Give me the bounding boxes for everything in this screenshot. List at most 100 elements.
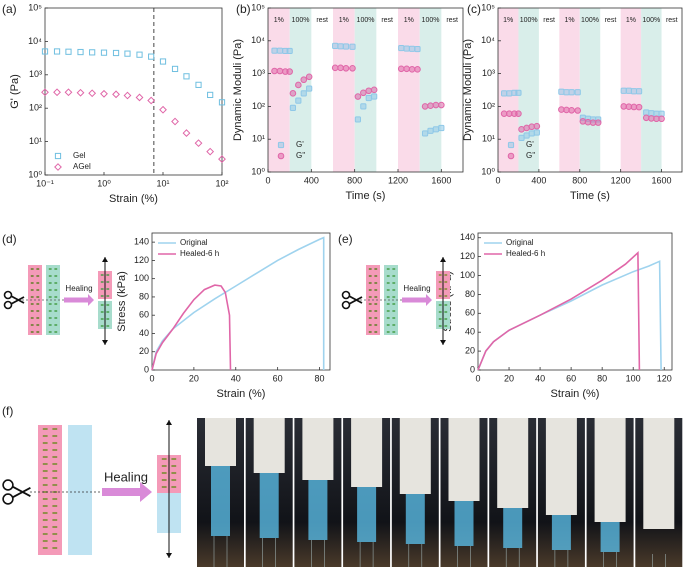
region-label: 100% <box>292 17 310 24</box>
clamp <box>253 418 285 473</box>
marker <box>620 87 627 94</box>
x-tick-label: 1200 <box>611 175 631 185</box>
marker <box>89 49 96 56</box>
x-tick-label: 400 <box>304 175 319 185</box>
x-tick-label: 0 <box>265 175 270 185</box>
marker <box>501 90 508 97</box>
y-tick-label: 10⁴ <box>251 35 265 45</box>
marker <box>365 87 373 95</box>
marker <box>635 88 643 95</box>
x-tick-label: 0 <box>149 373 154 383</box>
scissors <box>341 290 351 300</box>
y-tick-label: 10⁰ <box>251 166 265 176</box>
panel-label: (a) <box>2 2 17 16</box>
y-tick-label: 60 <box>465 308 475 318</box>
marker <box>370 86 378 94</box>
marker <box>295 81 302 89</box>
marker <box>438 124 445 132</box>
marker <box>289 104 297 112</box>
plot-frame <box>477 232 673 371</box>
legend-label: Original <box>180 238 208 247</box>
marker <box>414 45 421 53</box>
gel-strip <box>384 265 398 335</box>
legend-swatch <box>54 163 62 171</box>
marker <box>41 48 49 55</box>
marker <box>147 96 156 105</box>
schematic-label: Healing <box>65 284 92 293</box>
marker <box>183 73 190 80</box>
x-tick-label: 0 <box>495 175 500 185</box>
marker <box>136 51 143 58</box>
marker <box>354 93 362 100</box>
marker <box>218 99 226 106</box>
marker <box>533 122 541 130</box>
y-tick-label: 10² <box>29 103 42 113</box>
marker <box>658 115 665 123</box>
scissors <box>2 479 14 491</box>
y-tick-label: 10⁵ <box>251 2 265 12</box>
y-tick-label: 10¹ <box>482 134 495 144</box>
scissors <box>3 290 13 300</box>
marker <box>354 116 362 123</box>
line <box>151 236 325 371</box>
x-tick-label: 1600 <box>652 175 672 185</box>
hydrogel <box>259 473 279 538</box>
region-label: 100% <box>357 17 375 24</box>
x-tick-label: 40 <box>535 373 545 383</box>
region-label: 1% <box>626 17 636 24</box>
marker <box>53 48 61 55</box>
hydrogel <box>357 487 377 542</box>
region <box>333 8 355 172</box>
y-tick-label: 10⁴ <box>481 35 495 45</box>
y-tick-label: 140 <box>134 237 149 247</box>
y-tick-label: 40 <box>139 328 149 338</box>
clamp <box>399 418 431 494</box>
y-tick-label: 10¹ <box>252 134 265 144</box>
y-tick-label: 10³ <box>29 69 42 79</box>
region-label: 100% <box>581 17 599 24</box>
marker <box>403 65 410 73</box>
x-tick-label: 80 <box>597 373 607 383</box>
legend-label: G'' <box>526 151 536 160</box>
region-label: 100% <box>520 17 538 24</box>
plot-frame <box>497 7 683 173</box>
marker <box>123 91 132 100</box>
y-tick-label: 40 <box>465 327 475 337</box>
region <box>354 8 377 172</box>
region-label: rest <box>605 17 617 24</box>
marker <box>76 88 85 97</box>
legend-label: G' <box>296 140 304 149</box>
gel-strip <box>38 425 62 555</box>
hydrogel <box>503 508 523 548</box>
marker <box>574 89 581 96</box>
marker <box>171 65 179 73</box>
x-tick-label: 60 <box>566 373 576 383</box>
clamp <box>448 418 480 501</box>
x-axis-title: Time (s) <box>570 190 610 202</box>
marker <box>594 119 602 126</box>
schematic-label: Healing <box>104 469 148 484</box>
marker <box>421 103 429 110</box>
y-tick-label: 120 <box>134 255 149 265</box>
marker <box>403 45 410 52</box>
x-tick-label: 10² <box>215 178 228 188</box>
marker <box>421 130 429 137</box>
region-label: 1% <box>404 17 414 24</box>
marker <box>414 66 421 73</box>
hydrogel <box>454 501 474 546</box>
y-tick-label: 0 <box>144 364 149 374</box>
marker <box>342 43 350 50</box>
y-axis-title: Dynamic Moduli (Pa) <box>462 39 474 141</box>
gel-strip <box>46 265 60 335</box>
schematic-label: Healing <box>403 284 430 293</box>
marker <box>88 89 97 98</box>
region-label: 100% <box>642 17 660 24</box>
legend-label: G' <box>526 140 534 149</box>
legend-label: Healed-6 h <box>506 249 545 258</box>
y-tick-label: 20 <box>465 345 475 355</box>
marker <box>276 67 284 75</box>
marker <box>625 87 632 94</box>
region <box>398 8 420 172</box>
marker <box>563 89 570 96</box>
y-tick-label: 10⁰ <box>481 166 495 176</box>
